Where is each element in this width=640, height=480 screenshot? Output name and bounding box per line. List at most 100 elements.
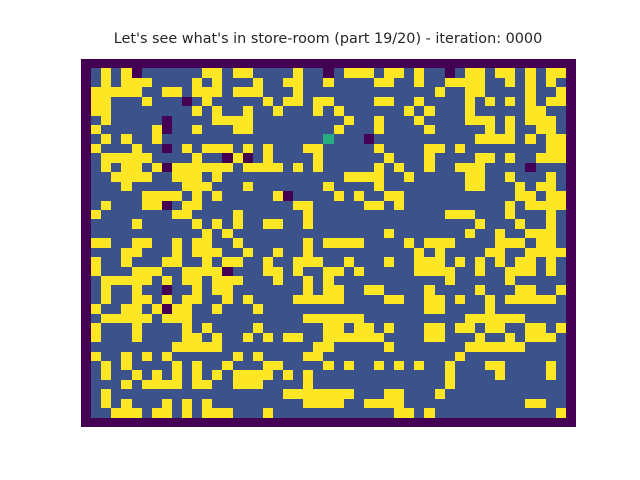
floor-cell — [344, 191, 354, 201]
floor-cell — [536, 191, 546, 201]
floor-cell — [384, 172, 394, 182]
item-cell — [414, 257, 424, 267]
wall-cell — [455, 59, 465, 68]
floor-cell — [121, 210, 132, 219]
floor-cell — [344, 323, 354, 333]
floor-cell — [222, 78, 233, 87]
wall-cell — [243, 59, 253, 68]
floor-cell — [525, 380, 536, 389]
floor-cell — [344, 97, 354, 106]
wall-cell — [121, 59, 132, 68]
floor-cell — [536, 304, 546, 314]
item-cell — [485, 116, 495, 125]
floor-cell — [445, 97, 455, 106]
wall-cell — [81, 285, 91, 295]
item-cell — [556, 285, 566, 295]
floor-cell — [172, 285, 182, 295]
floor-cell — [455, 201, 465, 210]
item-cell — [556, 97, 566, 106]
floor-cell — [556, 163, 566, 172]
floor-cell — [162, 97, 172, 106]
floor-cell — [455, 219, 465, 229]
wall-cell — [212, 59, 222, 68]
wall-cell — [81, 87, 91, 97]
floor-cell — [354, 78, 364, 87]
floor-cell — [243, 352, 253, 361]
item-cell — [101, 285, 111, 295]
item-cell — [202, 87, 212, 97]
item-cell — [364, 172, 374, 182]
floor-cell — [253, 219, 263, 229]
item-cell — [435, 333, 445, 342]
floor-cell — [394, 304, 404, 314]
floor-cell — [192, 352, 202, 361]
floor-cell — [273, 116, 283, 125]
floor-cell — [445, 144, 455, 153]
floor-cell — [233, 389, 243, 399]
floor-cell — [172, 352, 182, 361]
item-cell — [384, 78, 394, 87]
floor-cell — [91, 78, 101, 87]
floor-cell — [263, 238, 273, 248]
floor-cell — [525, 389, 536, 399]
floor-cell — [273, 97, 283, 106]
floor-cell — [222, 304, 233, 314]
wall-cell — [566, 144, 576, 153]
floor-cell — [384, 314, 394, 323]
floor-cell — [303, 153, 313, 163]
item-cell — [162, 276, 172, 285]
floor-cell — [253, 238, 263, 248]
item-cell — [192, 342, 202, 352]
floor-cell — [495, 106, 505, 116]
wall-cell — [81, 352, 91, 361]
wall-cell — [243, 153, 253, 163]
item-cell — [263, 163, 273, 172]
floor-cell — [515, 389, 525, 399]
item-cell — [394, 201, 404, 210]
floor-cell — [495, 97, 505, 106]
floor-cell — [374, 389, 384, 399]
floor-cell — [243, 229, 253, 238]
wall-cell — [233, 418, 243, 427]
floor-cell — [111, 304, 121, 314]
floor-cell — [91, 116, 101, 125]
item-cell — [475, 68, 485, 78]
item-cell — [202, 182, 212, 191]
floor-cell — [475, 389, 485, 399]
item-cell — [101, 78, 111, 87]
wall-cell — [283, 418, 293, 427]
item-cell — [182, 399, 192, 408]
item-cell — [323, 342, 334, 352]
item-cell — [374, 125, 384, 134]
floor-cell — [515, 370, 525, 380]
item-cell — [485, 342, 495, 352]
item-cell — [394, 295, 404, 304]
wall-cell — [162, 285, 172, 295]
floor-cell — [253, 182, 263, 191]
floor-cell — [222, 352, 233, 361]
floor-cell — [374, 248, 384, 257]
floor-cell — [465, 399, 475, 408]
item-cell — [374, 361, 384, 370]
floor-cell — [394, 116, 404, 125]
floor-cell — [263, 87, 273, 97]
floor-cell — [556, 361, 566, 370]
floor-cell — [364, 248, 374, 257]
wall-cell — [566, 87, 576, 97]
floor-cell — [202, 106, 212, 116]
floor-cell — [233, 172, 243, 182]
wall-cell — [566, 248, 576, 257]
floor-cell — [495, 191, 505, 201]
floor-cell — [182, 257, 192, 267]
floor-cell — [414, 276, 424, 285]
floor-cell — [414, 323, 424, 333]
floor-cell — [243, 276, 253, 285]
floor-cell — [243, 78, 253, 87]
item-cell — [132, 408, 142, 418]
item-cell — [525, 191, 536, 201]
item-cell — [525, 68, 536, 78]
floor-cell — [313, 68, 323, 78]
item-cell — [424, 238, 435, 248]
floor-cell — [374, 191, 384, 201]
item-cell — [445, 210, 455, 219]
